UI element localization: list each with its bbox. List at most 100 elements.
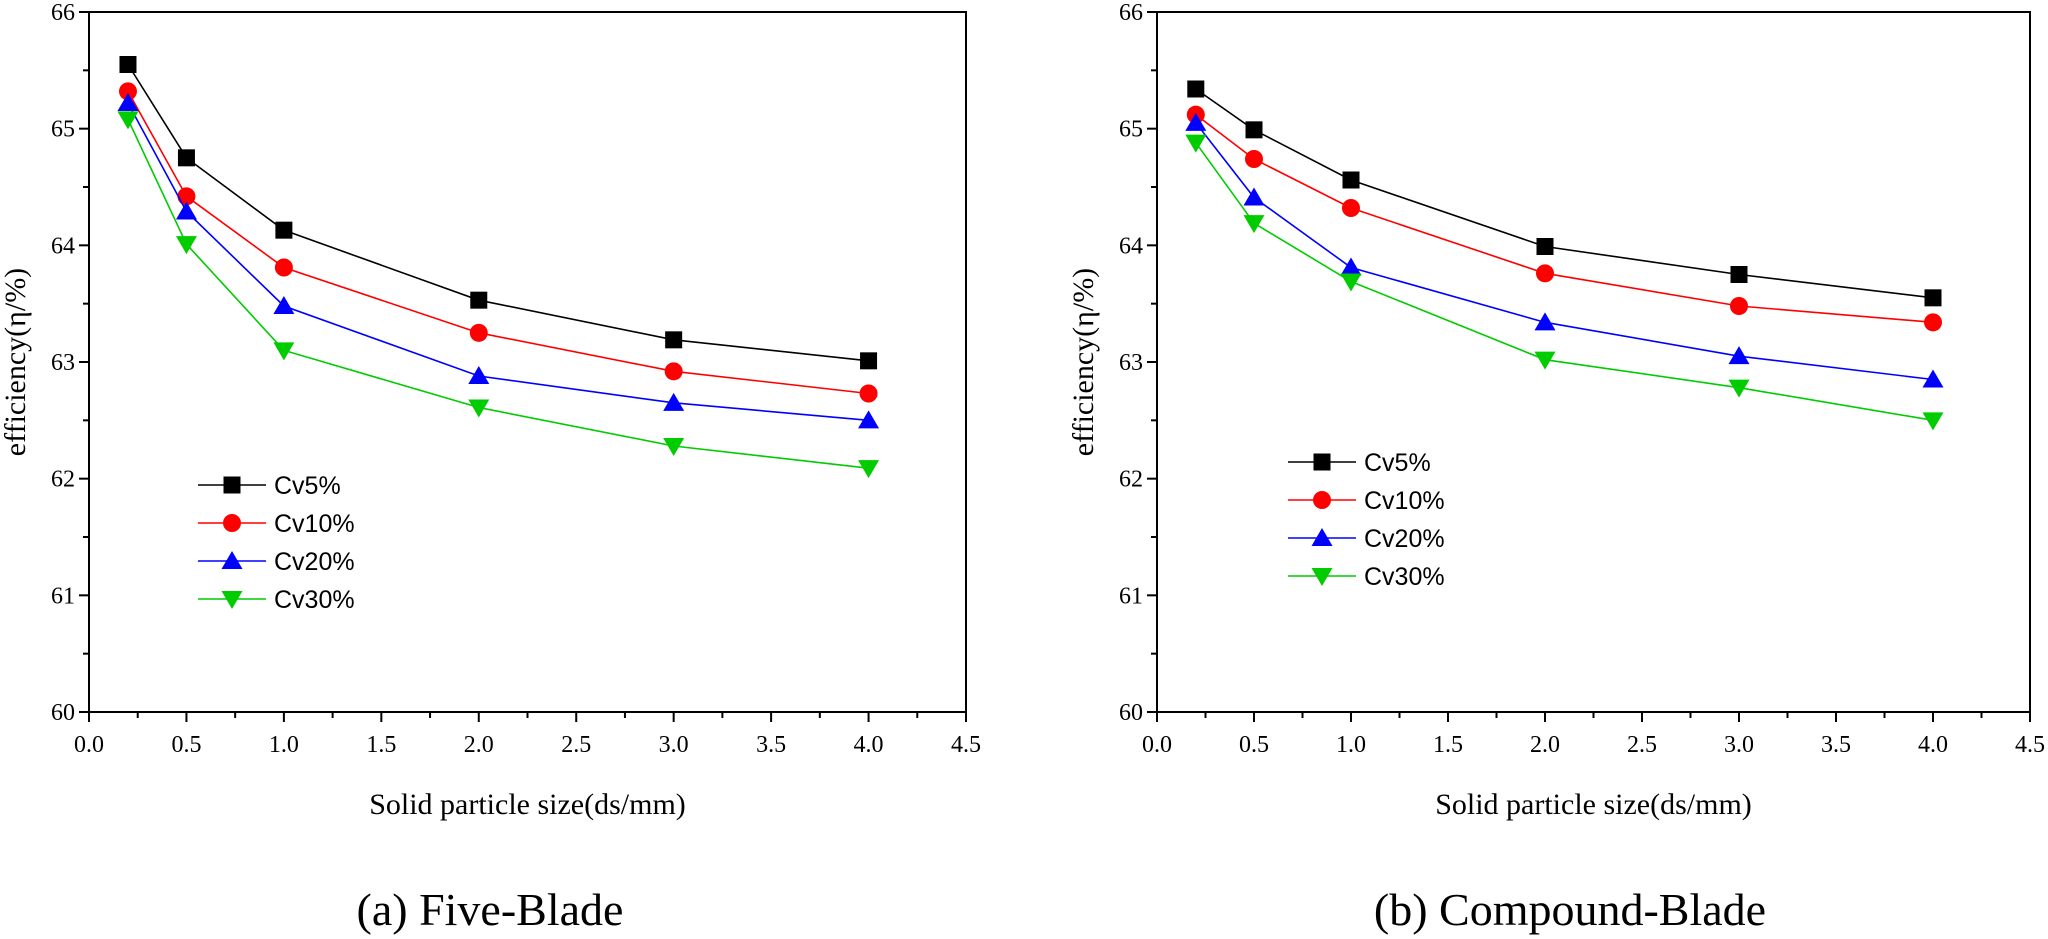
series-line	[1195, 114, 1934, 324]
x-tick-label: 1.5	[1433, 732, 1463, 758]
y-tick-label: 63	[1119, 350, 1143, 376]
legend-label: Cv5%	[274, 472, 341, 500]
legend-label: Cv30%	[274, 586, 355, 614]
y-tick-label: 62	[51, 467, 75, 493]
legend-label: Cv20%	[1364, 525, 1445, 553]
x-tick-label: 2.0	[1530, 732, 1560, 758]
data-point	[859, 384, 878, 403]
legend-label: Cv20%	[274, 548, 355, 576]
x-tick-label: 0.0	[1142, 732, 1172, 758]
data-point	[273, 342, 295, 361]
legend-marker	[221, 551, 243, 569]
series-Cv5%	[119, 56, 878, 370]
x-tick-label: 2.5	[561, 732, 591, 758]
series-Cv5%	[1187, 80, 1942, 307]
y-tick-label: 64	[1119, 233, 1143, 259]
x-axis-label: Solid particle size(ds/mm)	[369, 788, 686, 821]
legend-marker	[223, 514, 241, 532]
series-line	[127, 118, 869, 469]
y-tick-label: 62	[1119, 467, 1143, 493]
data-point	[1728, 379, 1750, 398]
legend-marker	[221, 591, 243, 609]
series-Cv30%	[117, 111, 880, 479]
series-Cv30%	[1185, 134, 1944, 431]
data-point	[1730, 266, 1748, 283]
data-point	[1243, 187, 1265, 206]
data-point	[118, 82, 137, 101]
x-tick-label: 0.5	[1239, 732, 1269, 758]
data-point	[1728, 346, 1750, 365]
x-tick-label: 1.5	[366, 732, 396, 758]
data-point	[1924, 289, 1942, 307]
data-point	[1185, 112, 1207, 131]
legend-label: Cv5%	[1364, 449, 1431, 477]
data-point	[1342, 199, 1360, 217]
legend-marker	[1311, 568, 1333, 586]
legend-marker	[1311, 528, 1333, 546]
x-tick-label: 3.0	[1724, 732, 1754, 758]
data-point	[1924, 313, 1942, 332]
x-tick-label: 4.0	[1918, 732, 1948, 758]
data-point	[274, 258, 293, 277]
data-point	[117, 111, 139, 130]
data-point	[1342, 171, 1360, 189]
y-axis-label: efficiency(η/%)	[1067, 268, 1100, 456]
series-line	[127, 102, 869, 422]
series-line	[127, 64, 869, 362]
series-Cv20%	[117, 93, 880, 429]
x-tick-label: 2.0	[464, 732, 494, 758]
data-point	[177, 149, 195, 167]
x-tick-label: 2.5	[1627, 732, 1657, 758]
series-Cv10%	[118, 82, 878, 403]
y-tick-label: 60	[1119, 700, 1143, 726]
data-point	[663, 392, 685, 411]
x-axis-label: Solid particle size(ds/mm)	[1435, 788, 1752, 821]
data-point	[117, 93, 139, 111]
data-point	[1187, 80, 1205, 98]
data-point	[1245, 121, 1263, 139]
data-point	[1534, 312, 1556, 331]
series-Cv20%	[1185, 112, 1944, 388]
series-line	[1195, 88, 1934, 299]
chart-panel-1: 0.0 0.5 1.0 1.5 2.0 2.5 3.0 3.5 4.0 4.5 60 61 62 63 64…	[0, 0, 981, 935]
x-tick-label: 1.0	[1336, 732, 1366, 758]
legend-label: Cv10%	[1364, 487, 1445, 515]
y-tick-label: 63	[51, 350, 75, 376]
data-point	[273, 296, 295, 314]
data-point	[469, 323, 488, 342]
data-point	[858, 460, 880, 479]
legend-marker	[1313, 453, 1331, 471]
data-point	[1340, 257, 1362, 276]
y-tick-label: 66	[51, 0, 75, 26]
series-Cv10%	[1186, 105, 1942, 332]
data-point	[275, 221, 293, 239]
y-tick-label: 61	[1119, 583, 1143, 609]
data-point	[1534, 351, 1556, 370]
x-tick-label: 4.0	[854, 732, 884, 758]
x-tick-label: 3.5	[756, 732, 786, 758]
plot-frame	[1156, 11, 2031, 713]
data-point	[177, 187, 196, 206]
data-point	[1536, 238, 1554, 255]
data-point	[1730, 297, 1748, 315]
x-tick-label: 1.0	[269, 732, 299, 758]
data-point	[1536, 264, 1554, 283]
plot-frame	[88, 11, 967, 713]
data-point	[858, 410, 880, 429]
legend-marker	[223, 476, 241, 494]
data-point	[1340, 273, 1362, 292]
series-line	[127, 90, 869, 395]
data-point	[1922, 412, 1944, 431]
data-point	[860, 352, 878, 370]
data-point	[175, 201, 197, 220]
data-point	[175, 236, 197, 255]
data-point	[1243, 215, 1265, 234]
data-point	[119, 56, 137, 73]
data-point	[470, 291, 488, 309]
legend-label: Cv30%	[1364, 563, 1445, 591]
legend: Cv5% Cv10% Cv20% Cv30%	[198, 472, 355, 614]
legend-marker	[1313, 491, 1331, 509]
data-point	[664, 362, 683, 381]
data-point	[665, 331, 683, 349]
y-tick-label: 64	[51, 233, 75, 259]
